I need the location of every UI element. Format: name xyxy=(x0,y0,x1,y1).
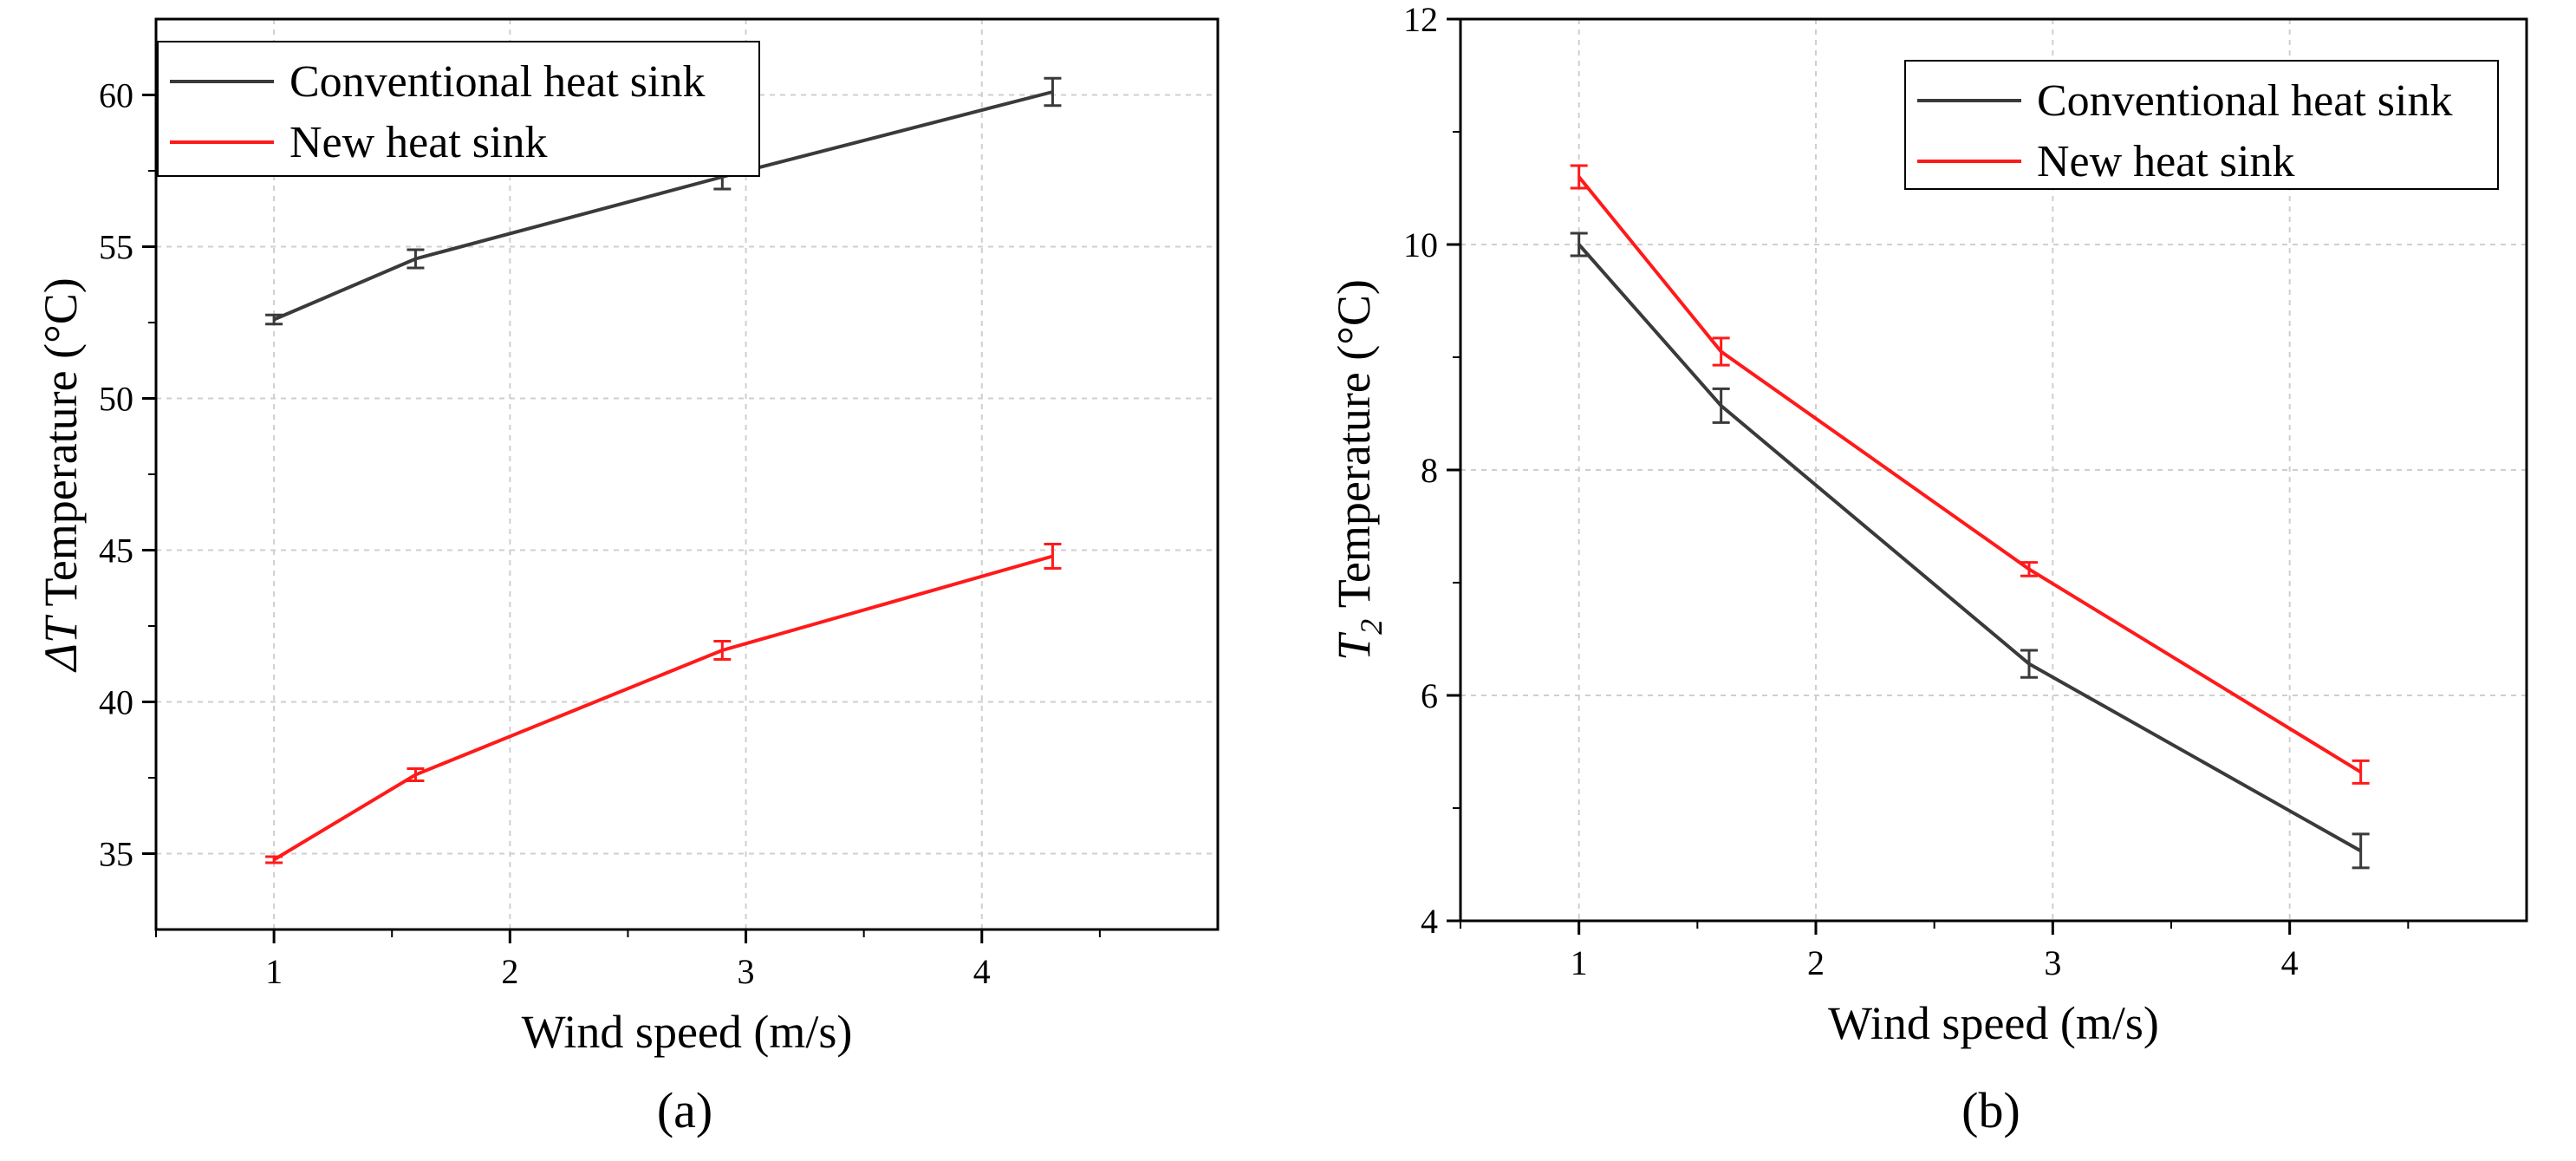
legend: Conventional heat sink New heat sink xyxy=(1904,60,2499,190)
y-tick-label: 45 xyxy=(99,532,133,571)
legend-label: Conventional heat sink xyxy=(2037,76,2452,126)
y-tick-label: 12 xyxy=(1403,0,1438,39)
legend-box xyxy=(1904,60,2499,190)
legend-label: New heat sink xyxy=(289,118,547,167)
x-tick-label: 2 xyxy=(501,952,518,991)
y-axis-label: ΔT Temperature (°C) xyxy=(35,277,87,672)
y-tick-label: 60 xyxy=(99,76,133,115)
x-tick-label: 3 xyxy=(2044,943,2061,982)
y-tick-label: 35 xyxy=(99,835,133,874)
x-tick-label: 1 xyxy=(265,952,283,991)
series-line-1 xyxy=(1577,175,2362,774)
y-tick-label: 55 xyxy=(99,228,133,267)
y-tick-label: 10 xyxy=(1403,225,1438,264)
series-line-0 xyxy=(273,90,1053,322)
x-tick-label: 4 xyxy=(2281,943,2299,982)
x-tick-label: 4 xyxy=(973,952,991,991)
series-line-1 xyxy=(273,554,1053,862)
panel-caption: (a) xyxy=(657,1082,712,1138)
legend-box xyxy=(157,41,760,177)
x-tick-label: 3 xyxy=(738,952,755,991)
y-tick-label: 4 xyxy=(1421,902,1438,941)
series-line-0 xyxy=(1577,243,2362,853)
y-tick-label: 50 xyxy=(99,380,133,419)
y-tick-label: 8 xyxy=(1421,451,1438,490)
x-axis-label: Wind speed (m/s) xyxy=(522,1006,853,1058)
x-tick-label: 1 xyxy=(1571,943,1588,982)
chart-panel-a: 1 2 3 4 35 40 45 50 55 60 Conventional heat sink Ne… xyxy=(35,17,1220,1138)
y-axis-label: T2 Temperature (°C) xyxy=(1328,279,1389,661)
legend-label: Conventional heat sink xyxy=(289,57,705,107)
y-tick-label: 40 xyxy=(99,683,133,722)
legend: Conventional heat sink New heat sink xyxy=(157,41,760,177)
y-tick-label: 6 xyxy=(1421,676,1438,715)
x-tick-label: 2 xyxy=(1807,943,1825,982)
panel-caption: (b) xyxy=(1961,1082,2020,1138)
x-axis-label: Wind speed (m/s) xyxy=(1828,997,2159,1049)
legend-label: New heat sink xyxy=(2037,137,2294,186)
